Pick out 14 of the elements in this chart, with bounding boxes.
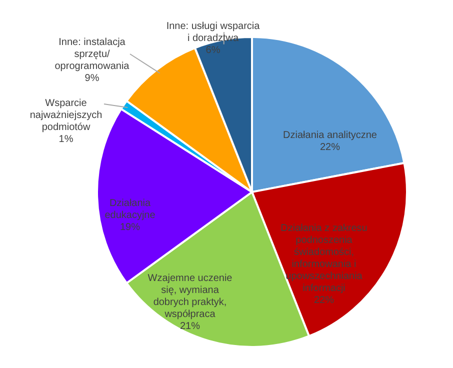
slice-label: Inne: instalacja sprzętu/ oprogramowania xyxy=(54,37,130,72)
slice-label: Wsparcie najważniejszych podmiotów xyxy=(30,98,102,133)
data-label: 1% xyxy=(58,134,74,145)
data-label: 6% xyxy=(206,45,220,56)
data-label: 21% xyxy=(180,321,200,332)
data-label: 19% xyxy=(120,222,140,233)
slice-label: Działania analityczne xyxy=(283,130,378,141)
data-label: 22% xyxy=(314,295,334,306)
slice-label: Inne: usługi wsparcia i doradztwa xyxy=(166,21,260,44)
slice-label: Wzajemne uczenie się, wymiana dobrych praktyk, współpraca xyxy=(148,273,233,320)
slice-label: Działania z zakresu podnoszenia świadomości, informowania i upowszechniania informacji xyxy=(280,223,368,294)
slice-label: Działania edukacyjne xyxy=(104,198,156,221)
data-label: 22% xyxy=(320,142,340,153)
data-label: 9% xyxy=(84,73,100,84)
